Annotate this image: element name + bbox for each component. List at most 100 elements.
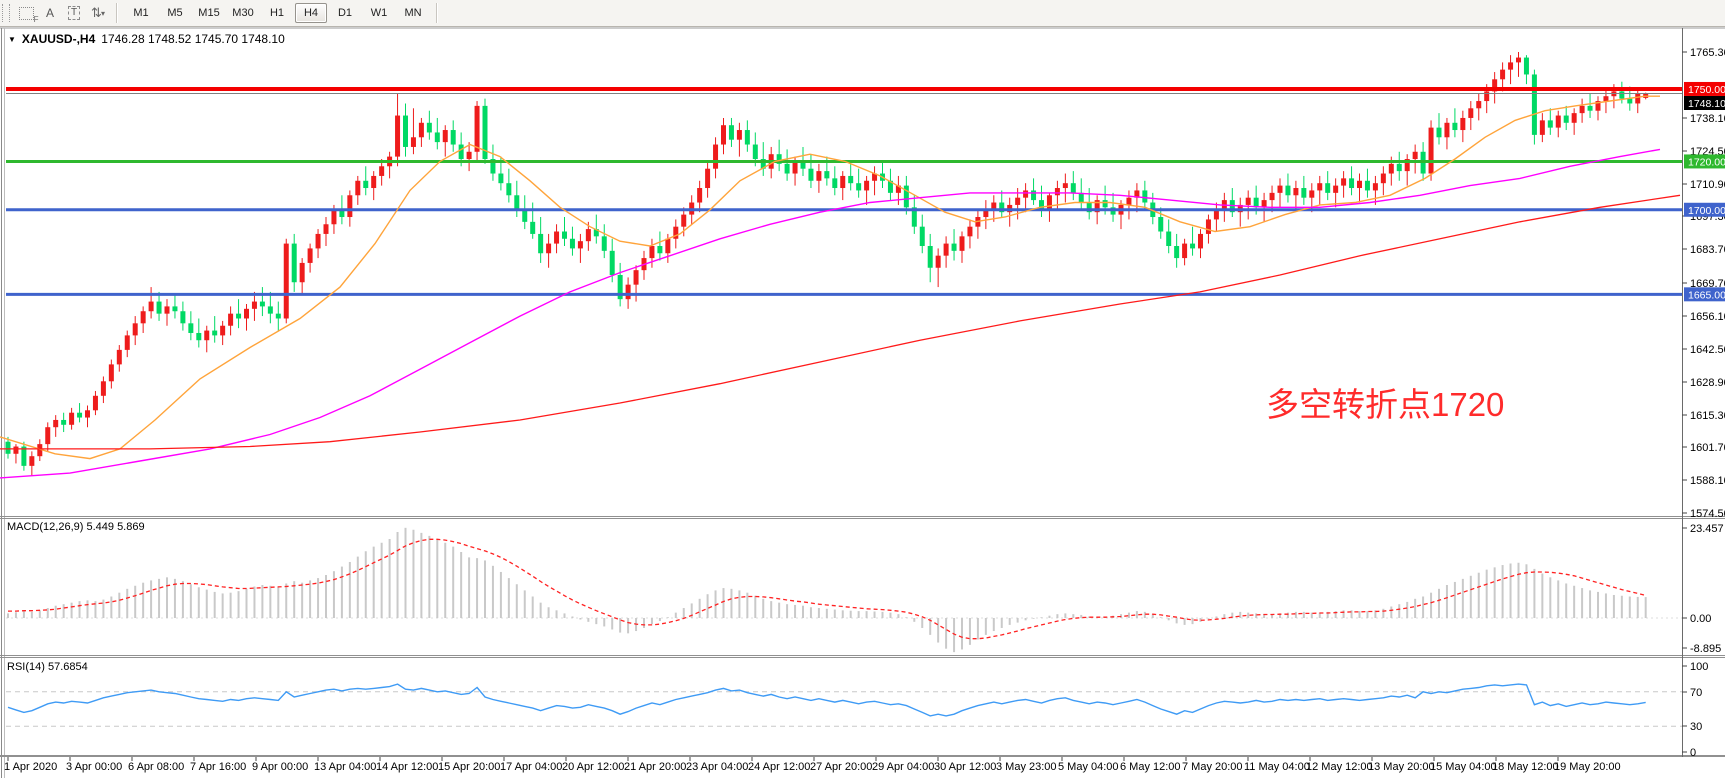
candle-body [228, 313, 234, 326]
chart-title[interactable]: ▼ XAUUSD-,H4 1746.28 1748.52 1745.70 174… [8, 32, 285, 46]
candle-body [347, 195, 353, 218]
candle-body [713, 144, 719, 169]
candle-body [140, 311, 146, 324]
candle-body [951, 243, 957, 251]
candle-body [514, 195, 520, 210]
timeframe-button-M5[interactable]: M5 [167, 7, 183, 19]
candle-body [1341, 178, 1347, 186]
candle-body [1635, 93, 1641, 104]
candle-body [728, 125, 734, 140]
candle-body [426, 122, 432, 133]
candle-body [1046, 195, 1052, 210]
candle-body [259, 301, 265, 307]
candle-body [562, 231, 567, 239]
fast-ma-orange[interactable] [0, 95, 1660, 460]
price-axis-label: 1588.10 [1690, 475, 1725, 487]
candle-body [538, 233, 544, 254]
chevron-down-icon[interactable]: ▼ [8, 34, 16, 44]
candle-body [1182, 243, 1188, 259]
candle-body [5, 441, 11, 454]
candle-body [935, 255, 941, 268]
pointer-a-icon[interactable]: A [45, 6, 54, 20]
candle-body [1627, 98, 1633, 104]
candle-body [315, 233, 321, 249]
rsi-line [7, 683, 1646, 717]
dock-grid-icon[interactable]: F [14, 2, 39, 24]
candle-body [1142, 190, 1148, 203]
timeframe-button-W1[interactable]: W1 [370, 7, 388, 19]
timeframe-button-M30[interactable]: M30 [232, 7, 254, 19]
candle-body [776, 154, 782, 164]
candle-body [1579, 105, 1585, 114]
candle-body [1587, 105, 1593, 111]
candle-body [1492, 79, 1498, 92]
price-axis-label: 1710.90 [1690, 179, 1725, 191]
time-axis-label: 24 Apr 12:00 [748, 761, 811, 773]
candle-body [657, 246, 663, 254]
macd-axis-label: 23.457 [1690, 523, 1724, 535]
time-axis-label: 3 Apr 00:00 [66, 761, 123, 773]
time-axis-label: 6 May 12:00 [1120, 761, 1181, 773]
timeframe-button-H4[interactable]: H4 [295, 3, 327, 23]
timeframe-button-M15[interactable]: M15 [198, 7, 220, 19]
candle-body [498, 173, 504, 184]
candle-body [999, 202, 1005, 213]
toolbar: F A T ⇅ ▾ M1 M5 M15 M30 H1 H4 D1 W1 MN [0, 0, 1725, 27]
candle-body [681, 214, 687, 227]
candle-body [100, 381, 106, 396]
price-badge-1720.00-label: 1720.00 [1688, 156, 1725, 168]
candle-body [236, 313, 242, 319]
candle-body [959, 236, 965, 251]
candle-body [323, 224, 329, 234]
candle-body [1174, 246, 1180, 259]
candle-body [1388, 163, 1394, 174]
candle-body [418, 122, 424, 138]
candle-body [1412, 151, 1418, 160]
macd-indicator-label: MACD(12,26,9) 5.449 5.869 [7, 521, 145, 533]
candle-body [1484, 91, 1490, 102]
candle-body [1563, 115, 1569, 123]
arrows-tool-icon[interactable]: ⇅ ▾ [91, 5, 105, 20]
toolbar-grip[interactable] [2, 4, 10, 22]
mid-ma-magenta[interactable] [0, 148, 1661, 479]
candle-body [1500, 69, 1506, 80]
macd-axis-label: 0.00 [1690, 613, 1711, 625]
text-tool-icon[interactable]: T [62, 2, 86, 24]
dropdown-caret-icon[interactable]: ▾ [100, 8, 105, 18]
candle-body [800, 161, 806, 169]
rsi-panel[interactable] [6, 683, 1682, 727]
candle-body [617, 274, 623, 300]
candle-body [379, 166, 385, 176]
candle-body [403, 115, 408, 147]
toolbar-separator [116, 3, 118, 23]
text-annotation[interactable]: 多空转折点1720 [1266, 386, 1505, 423]
timeframe-button-D1[interactable]: D1 [337, 7, 353, 19]
candle-body [625, 284, 631, 300]
main-price-panel[interactable] [0, 52, 1682, 479]
candle-body [530, 221, 536, 234]
slow-ma-red[interactable] [0, 194, 1681, 450]
candle-body [371, 175, 377, 189]
candle-body [116, 349, 122, 365]
price-axis[interactable]: 1765.301738.101724.501710.901697.301683.… [1682, 28, 1725, 759]
time-axis-label: 6 Apr 08:00 [128, 761, 185, 773]
time-axis-label: 12 May 12:00 [1306, 761, 1373, 773]
candle-body [363, 180, 369, 189]
time-axis-label: 23 Apr 04:00 [686, 761, 749, 773]
candle-body [752, 144, 758, 160]
candle-body [307, 248, 313, 263]
timeframe-button-MN[interactable]: MN [404, 7, 422, 19]
candle-body [1357, 180, 1362, 189]
timeframe-button-H1[interactable]: H1 [269, 7, 285, 19]
candle-body [61, 419, 67, 425]
price-badge-1750.00-label: 1750.00 [1688, 84, 1725, 96]
ohlc-values: 1746.28 1748.52 1745.70 1748.10 [101, 32, 285, 46]
candle-body [1539, 120, 1545, 135]
timeframe-button-M1[interactable]: M1 [133, 7, 149, 19]
symbol-label: XAUUSD-,H4 [21, 32, 96, 46]
candle-body [1277, 185, 1283, 193]
macd-panel[interactable] [6, 527, 1682, 653]
candle-body [1555, 115, 1561, 128]
